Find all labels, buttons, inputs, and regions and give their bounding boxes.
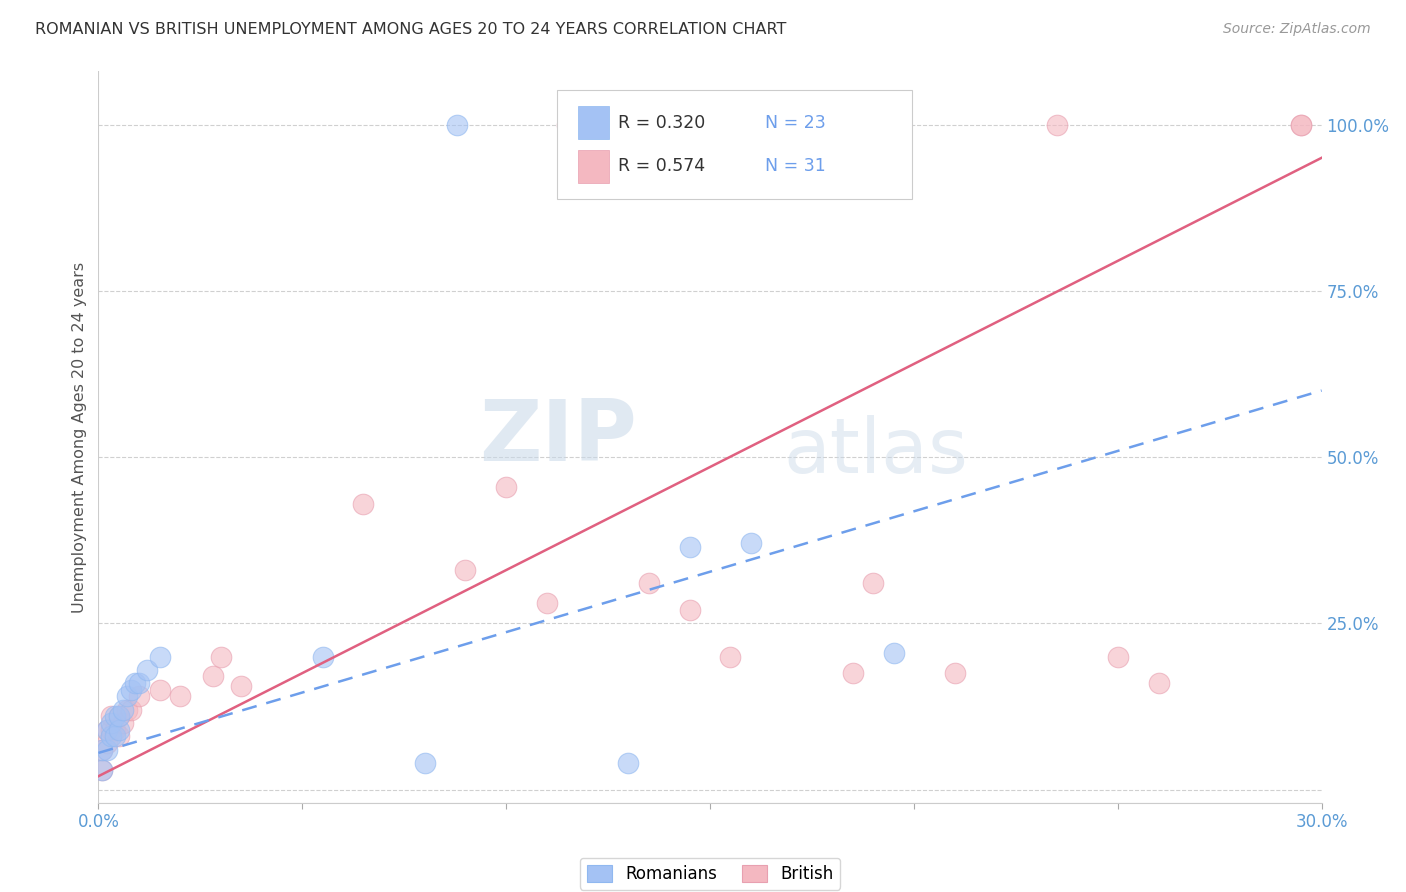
Text: Source: ZipAtlas.com: Source: ZipAtlas.com [1223, 22, 1371, 37]
Point [638, 576, 661, 591]
Point [111, 703, 134, 717]
Point [1291, 118, 1313, 132]
Point [120, 682, 142, 697]
Point [108, 729, 131, 743]
Point [720, 649, 742, 664]
Point [104, 729, 127, 743]
Text: atlas: atlas [783, 415, 969, 489]
Point [91, 742, 114, 756]
Point [413, 756, 436, 770]
Point [115, 703, 138, 717]
Point [883, 646, 905, 660]
Point [104, 709, 127, 723]
Point [149, 649, 172, 664]
Point [91, 763, 114, 777]
Point [108, 723, 131, 737]
Point [841, 666, 863, 681]
Point [104, 723, 127, 737]
Point [658, 118, 681, 132]
Point [536, 596, 558, 610]
Point [124, 676, 146, 690]
Point [943, 666, 966, 681]
Point [128, 690, 150, 704]
Point [446, 118, 468, 132]
Point [100, 729, 122, 743]
Point [679, 603, 702, 617]
Point [149, 682, 172, 697]
Point [169, 690, 191, 704]
Text: R = 0.320: R = 0.320 [619, 113, 706, 131]
Point [617, 756, 640, 770]
Point [557, 118, 579, 132]
Point [495, 480, 517, 494]
Point [312, 649, 335, 664]
Point [96, 736, 118, 750]
Point [100, 709, 122, 723]
Point [862, 576, 884, 591]
Point [1107, 649, 1129, 664]
Point [100, 723, 122, 737]
Legend: Romanians, British: Romanians, British [579, 858, 841, 889]
Point [740, 536, 762, 550]
Point [136, 663, 159, 677]
Point [96, 742, 118, 756]
Point [209, 649, 232, 664]
Point [201, 669, 224, 683]
Text: R = 0.574: R = 0.574 [619, 158, 706, 176]
Point [108, 709, 131, 723]
Point [91, 742, 114, 756]
Point [111, 716, 134, 731]
Point [128, 676, 150, 690]
Point [1147, 676, 1170, 690]
Point [96, 723, 118, 737]
Point [454, 563, 477, 577]
Point [120, 703, 142, 717]
FancyBboxPatch shape [578, 106, 609, 139]
Point [115, 690, 138, 704]
Text: ZIP: ZIP [479, 395, 637, 479]
FancyBboxPatch shape [557, 90, 912, 200]
Point [100, 716, 122, 731]
Text: ROMANIAN VS BRITISH UNEMPLOYMENT AMONG AGES 20 TO 24 YEARS CORRELATION CHART: ROMANIAN VS BRITISH UNEMPLOYMENT AMONG A… [35, 22, 786, 37]
Point [96, 723, 118, 737]
Text: N = 31: N = 31 [765, 158, 825, 176]
Point [91, 763, 114, 777]
Point [352, 497, 374, 511]
Y-axis label: Unemployment Among Ages 20 to 24 years: Unemployment Among Ages 20 to 24 years [72, 261, 87, 613]
Point [679, 540, 702, 554]
Point [231, 680, 253, 694]
FancyBboxPatch shape [578, 150, 609, 183]
Point [108, 709, 131, 723]
Point [1291, 118, 1313, 132]
Point [1045, 118, 1069, 132]
Text: N = 23: N = 23 [765, 113, 825, 131]
